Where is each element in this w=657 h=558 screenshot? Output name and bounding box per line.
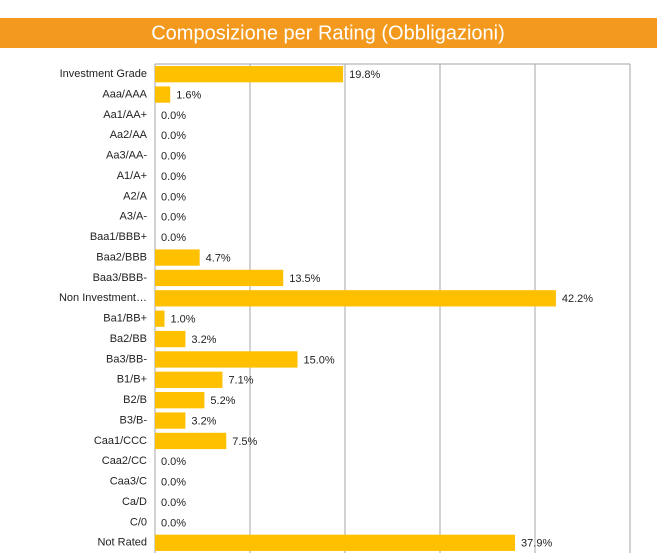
bar — [155, 392, 205, 409]
y-tick-label: B3/B- — [119, 414, 147, 426]
value-label: 5.2% — [210, 395, 235, 407]
y-tick-label: Non Investment… — [59, 292, 147, 304]
value-label: 0.0% — [161, 171, 186, 183]
value-label: 15.0% — [304, 354, 335, 366]
y-tick-label: Aa3/AA- — [106, 150, 147, 162]
value-label: 0.0% — [161, 191, 186, 203]
value-label: 13.5% — [289, 273, 320, 285]
bar — [155, 432, 227, 450]
value-label: 0.0% — [161, 151, 186, 163]
value-label: 3.2% — [191, 334, 216, 346]
value-label: 19.8% — [349, 69, 380, 81]
y-tick-label: Ba3/BB- — [106, 353, 147, 365]
y-tick-label: B2/B — [123, 394, 147, 406]
bar — [155, 86, 171, 103]
value-label: 0.0% — [161, 232, 186, 244]
value-label: 0.0% — [161, 456, 186, 468]
value-label: 4.7% — [206, 252, 231, 264]
value-label: 37.9% — [521, 538, 552, 550]
y-tick-label: Aaa/AAA — [102, 88, 147, 100]
y-tick-label: Baa1/BBB+ — [90, 231, 147, 243]
bar — [155, 269, 284, 287]
bar — [155, 534, 516, 551]
y-tick-label: Ba2/BB — [110, 333, 147, 345]
y-tick-label: Aa2/AA — [110, 129, 148, 141]
y-tick-label: Caa3/C — [110, 476, 147, 488]
y-tick-label: Baa2/BBB — [96, 251, 147, 263]
y-tick-label: Ba1/BB+ — [103, 313, 147, 325]
y-tick-label: Caa2/CC — [102, 455, 147, 467]
value-label: 7.1% — [228, 375, 253, 387]
value-label: 0.0% — [161, 130, 186, 142]
value-label: 0.0% — [161, 212, 186, 224]
bar — [155, 290, 556, 307]
value-label: 42.2% — [562, 293, 593, 305]
value-label: 3.2% — [191, 415, 216, 427]
chart-title: Composizione per Rating (Obbligazioni) — [151, 22, 505, 44]
y-tick-label: Baa3/BBB- — [93, 272, 148, 284]
title-banner — [0, 18, 657, 48]
bar — [155, 330, 186, 348]
bar — [155, 351, 298, 368]
value-label: 0.0% — [161, 477, 186, 489]
y-tick-label: Caa1/CCC — [94, 435, 147, 447]
y-tick-label: C/0 — [130, 516, 147, 528]
bar — [155, 412, 186, 429]
value-label: 1.0% — [171, 314, 196, 326]
y-tick-label: Aa1/AA+ — [103, 109, 147, 121]
bar — [155, 66, 344, 83]
value-label: 0.0% — [161, 497, 186, 509]
value-label: 0.0% — [161, 517, 186, 529]
bar — [155, 371, 223, 388]
y-tick-label: A3/A- — [119, 211, 147, 223]
y-tick-label: Ca/D — [122, 496, 147, 508]
bar — [155, 249, 200, 266]
y-tick-label: B1/B+ — [117, 374, 147, 386]
value-label: 1.6% — [176, 89, 201, 101]
value-label: 7.5% — [232, 436, 257, 448]
y-tick-label: A2/A — [123, 190, 148, 202]
y-tick-label: A1/A+ — [117, 170, 147, 182]
bar — [155, 310, 165, 327]
value-label: 0.0% — [161, 110, 186, 122]
y-tick-label: Investment Grade — [60, 68, 147, 80]
y-tick-label: Not Rated — [97, 537, 147, 549]
